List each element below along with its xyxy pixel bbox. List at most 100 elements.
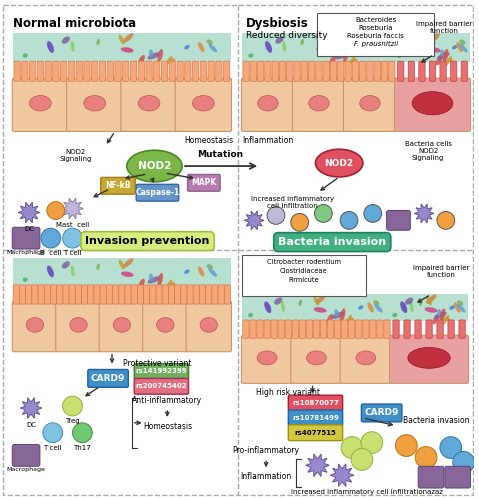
FancyBboxPatch shape: [131, 285, 137, 304]
Text: Homeostasis: Homeostasis: [184, 136, 233, 145]
FancyBboxPatch shape: [265, 61, 271, 82]
FancyBboxPatch shape: [30, 61, 36, 82]
Text: NF-kB: NF-kB: [105, 182, 131, 190]
Ellipse shape: [334, 309, 339, 317]
Ellipse shape: [200, 318, 217, 332]
Text: B  cell: B cell: [40, 250, 61, 256]
Ellipse shape: [170, 58, 175, 62]
FancyBboxPatch shape: [338, 61, 344, 82]
FancyBboxPatch shape: [75, 285, 81, 304]
Ellipse shape: [372, 42, 378, 52]
Polygon shape: [13, 32, 230, 62]
Ellipse shape: [257, 351, 277, 365]
FancyBboxPatch shape: [370, 320, 376, 338]
Ellipse shape: [148, 276, 160, 283]
FancyBboxPatch shape: [50, 285, 57, 304]
Polygon shape: [242, 32, 396, 62]
Ellipse shape: [275, 36, 284, 44]
FancyBboxPatch shape: [301, 61, 308, 82]
FancyBboxPatch shape: [113, 285, 119, 304]
Ellipse shape: [70, 318, 87, 332]
Ellipse shape: [71, 41, 74, 52]
Text: Th17: Th17: [73, 444, 91, 450]
FancyBboxPatch shape: [32, 285, 38, 304]
FancyBboxPatch shape: [69, 285, 75, 304]
Ellipse shape: [362, 45, 367, 50]
Ellipse shape: [274, 298, 282, 304]
FancyBboxPatch shape: [459, 320, 465, 338]
FancyBboxPatch shape: [404, 320, 410, 338]
FancyBboxPatch shape: [408, 61, 414, 82]
Circle shape: [361, 432, 383, 454]
FancyBboxPatch shape: [243, 61, 249, 82]
FancyBboxPatch shape: [241, 335, 293, 384]
FancyBboxPatch shape: [291, 335, 342, 384]
Text: T cell: T cell: [44, 444, 62, 450]
Ellipse shape: [314, 307, 327, 312]
FancyBboxPatch shape: [363, 320, 369, 338]
FancyBboxPatch shape: [320, 320, 327, 338]
FancyBboxPatch shape: [299, 320, 306, 338]
FancyBboxPatch shape: [377, 320, 383, 338]
Ellipse shape: [206, 40, 213, 45]
Ellipse shape: [71, 266, 74, 276]
Ellipse shape: [348, 317, 354, 321]
FancyBboxPatch shape: [306, 320, 313, 338]
Circle shape: [315, 204, 332, 222]
Text: Bacteria invasion: Bacteria invasion: [278, 237, 387, 247]
Text: Macrophage: Macrophage: [7, 468, 46, 472]
FancyBboxPatch shape: [257, 320, 263, 338]
FancyBboxPatch shape: [272, 61, 278, 82]
Text: Macrophage: Macrophage: [7, 250, 46, 255]
Text: High risk variant: High risk variant: [256, 388, 320, 398]
Text: rs141992399: rs141992399: [136, 368, 187, 374]
FancyBboxPatch shape: [193, 285, 200, 304]
FancyBboxPatch shape: [389, 335, 468, 384]
FancyBboxPatch shape: [101, 178, 135, 194]
Ellipse shape: [358, 306, 364, 310]
Text: T cell: T cell: [63, 250, 82, 256]
FancyBboxPatch shape: [12, 444, 40, 466]
FancyBboxPatch shape: [286, 61, 293, 82]
FancyBboxPatch shape: [45, 61, 51, 82]
Text: Caspase-1: Caspase-1: [136, 188, 180, 197]
Ellipse shape: [62, 262, 70, 268]
Ellipse shape: [459, 44, 468, 52]
FancyBboxPatch shape: [99, 301, 145, 352]
FancyBboxPatch shape: [426, 320, 432, 338]
FancyBboxPatch shape: [367, 61, 373, 82]
Circle shape: [41, 228, 61, 248]
FancyBboxPatch shape: [343, 78, 397, 132]
FancyBboxPatch shape: [448, 320, 454, 338]
Ellipse shape: [412, 92, 453, 115]
FancyBboxPatch shape: [38, 285, 45, 304]
FancyBboxPatch shape: [271, 320, 277, 338]
Ellipse shape: [452, 45, 457, 50]
Ellipse shape: [165, 56, 172, 66]
FancyBboxPatch shape: [328, 320, 334, 338]
Text: rs200745402: rs200745402: [136, 384, 187, 390]
Text: Impaired barrier
function: Impaired barrier function: [416, 21, 472, 34]
FancyBboxPatch shape: [137, 285, 144, 304]
Polygon shape: [414, 204, 434, 223]
Ellipse shape: [113, 318, 131, 332]
Text: CARD9: CARD9: [91, 374, 125, 383]
Ellipse shape: [316, 294, 326, 304]
FancyBboxPatch shape: [288, 395, 342, 411]
FancyBboxPatch shape: [384, 320, 390, 338]
Ellipse shape: [26, 318, 44, 332]
FancyBboxPatch shape: [288, 425, 342, 440]
FancyBboxPatch shape: [99, 61, 106, 82]
Ellipse shape: [96, 264, 100, 270]
Ellipse shape: [193, 96, 214, 111]
FancyBboxPatch shape: [100, 285, 106, 304]
FancyBboxPatch shape: [81, 285, 88, 304]
Ellipse shape: [367, 302, 374, 312]
FancyBboxPatch shape: [200, 61, 206, 82]
Circle shape: [47, 202, 65, 220]
Polygon shape: [396, 32, 469, 62]
FancyBboxPatch shape: [342, 320, 348, 338]
Text: Mast  cell: Mast cell: [56, 222, 89, 228]
Ellipse shape: [198, 42, 205, 52]
FancyBboxPatch shape: [419, 61, 425, 82]
